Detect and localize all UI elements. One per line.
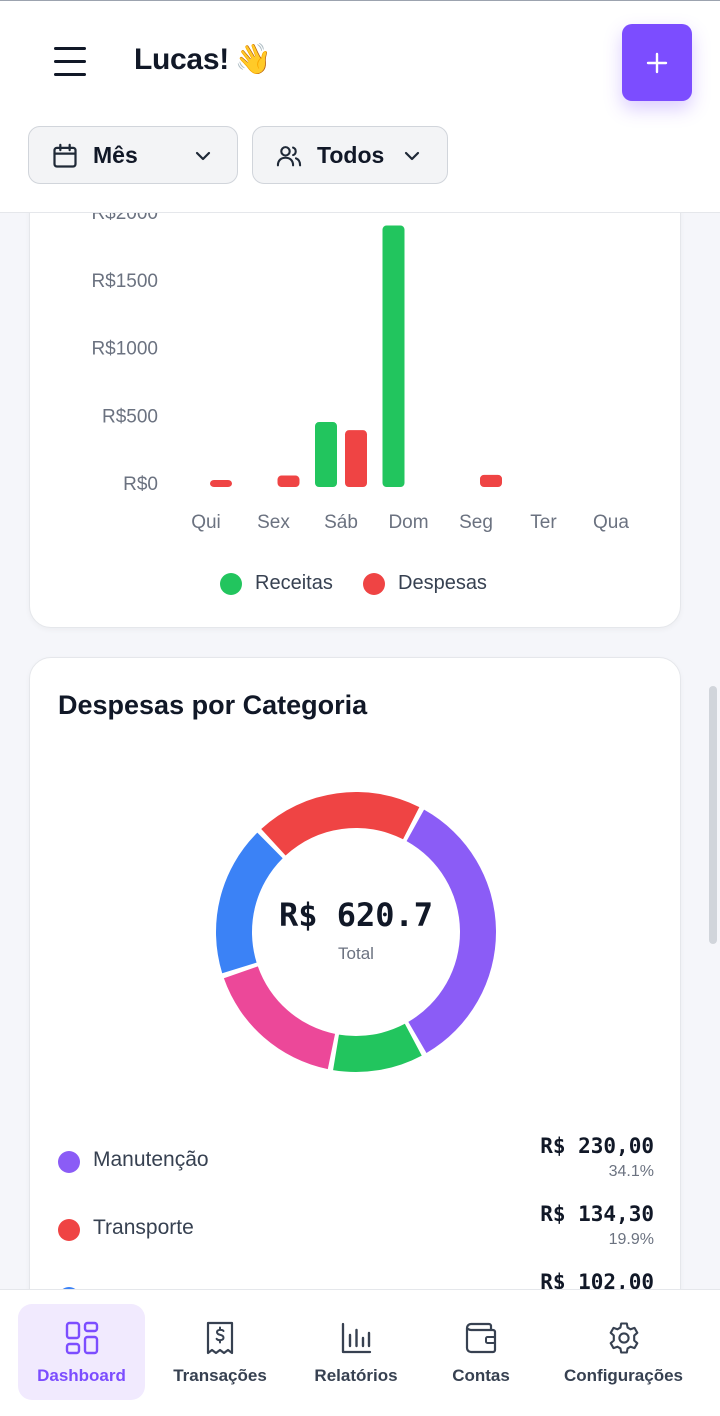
users-icon (276, 146, 302, 167)
greeting-title: Lucas! 👋 (134, 43, 272, 77)
people-filter-dropdown[interactable]: Todos (252, 126, 448, 184)
x-tick-label: Qua (593, 512, 629, 533)
plus-icon (646, 52, 668, 73)
legend-item-receitas[interactable]: Receitas (220, 572, 333, 595)
card-title: Despesas por Categoria (58, 690, 368, 720)
greeting-name: Lucas! (134, 43, 229, 76)
bottom-navigation: Dashboard Transações Relatórios Contas C… (0, 1289, 720, 1416)
bar-despesas[interactable] (480, 474, 502, 487)
bar-receitas[interactable] (382, 225, 405, 488)
period-filter-label: Mês (93, 142, 138, 168)
y-tick-label: R$0 (123, 474, 158, 495)
x-tick-label: Ter (530, 512, 557, 533)
nav-label-transacoes: Transações (173, 1366, 267, 1385)
category-color-dot (58, 1219, 80, 1241)
add-transaction-button[interactable] (622, 24, 692, 101)
nav-label-configuracoes: Configurações (563, 1366, 684, 1385)
y-tick-label: R$1000 (91, 339, 158, 360)
donut-total-value: R$ 620.7 (278, 896, 434, 934)
donut-slice[interactable] (333, 1023, 422, 1072)
nav-item-configuracoes[interactable]: Configurações (556, 1304, 691, 1400)
donut-slice[interactable] (216, 832, 283, 974)
nav-label-dashboard: Dashboard (37, 1366, 126, 1385)
people-filter-label: Todos (317, 142, 385, 168)
x-tick-label: Sex (257, 512, 290, 533)
category-percent: 19.9% (608, 1231, 654, 1248)
legend-label-receitas: Receitas (255, 572, 333, 594)
y-tick-label: R$500 (102, 406, 158, 427)
donut-slice[interactable] (223, 966, 336, 1070)
x-tick-label: Seg (459, 512, 493, 533)
waving-hand-icon: 👋 (234, 43, 272, 76)
legend-dot-despesas (363, 572, 385, 595)
bar-chart-icon (341, 1322, 372, 1354)
donut-slice[interactable] (261, 792, 420, 856)
dashboard-icon (65, 1321, 98, 1355)
chevron-down-icon (404, 151, 420, 161)
y-tick-label: R$1500 (91, 271, 158, 292)
x-tick-label: Dom (388, 512, 428, 533)
category-expenses-card: Despesas por Categoria R$ 620.7 Total Ma… (29, 657, 681, 1357)
nav-label-contas: Contas (452, 1366, 510, 1385)
bar-chart-legend: Receitas Despesas (0, 572, 720, 600)
nav-item-transacoes[interactable]: Transações (160, 1304, 280, 1400)
scrollbar-thumb[interactable] (709, 686, 717, 944)
receipt-icon (206, 1321, 234, 1355)
period-filter-dropdown[interactable]: Mês (28, 126, 238, 184)
bar-despesas[interactable] (345, 430, 367, 487)
nav-item-dashboard[interactable]: Dashboard (18, 1304, 145, 1400)
category-percent: 34.1% (608, 1163, 654, 1180)
category-amount: R$ 134,30 (540, 1202, 654, 1226)
hamburger-menu-icon[interactable] (52, 45, 88, 79)
calendar-icon (53, 143, 77, 168)
nav-item-relatorios[interactable]: Relatórios (300, 1304, 412, 1400)
nav-item-contas[interactable]: Contas (432, 1304, 530, 1400)
weekly-chart-card: R$0 R$500 R$1000 R$1500 R$2000 Qui Sex Sáb Dom Se… (29, 150, 681, 628)
wallet-icon (465, 1322, 497, 1354)
x-tick-label: Qui (191, 512, 221, 533)
category-row[interactable]: Transporte R$ 134,30 19.9% (30, 1199, 682, 1259)
bar-despesas[interactable] (210, 480, 232, 487)
category-name: Transporte (93, 1216, 194, 1239)
donut-slice[interactable] (406, 809, 496, 1053)
legend-item-despesas[interactable]: Despesas (363, 572, 487, 595)
x-tick-label: Sáb (324, 512, 358, 533)
bar-despesas[interactable] (277, 475, 300, 487)
settings-icon (609, 1322, 638, 1354)
category-color-dot (58, 1151, 80, 1173)
category-name: Manutenção (93, 1148, 209, 1171)
nav-label-relatorios: Relatórios (314, 1366, 398, 1385)
category-row[interactable]: Manutenção R$ 230,00 34.1% (30, 1131, 682, 1191)
app-header: Lucas! 👋 Mês Todos (0, 0, 720, 213)
category-donut-chart (216, 792, 496, 1072)
chevron-down-icon (195, 151, 211, 161)
legend-label-despesas: Despesas (398, 572, 487, 594)
bar-receitas[interactable] (315, 422, 337, 487)
legend-dot-receitas (220, 572, 242, 595)
donut-total-label: Total (338, 944, 374, 963)
category-amount: R$ 230,00 (540, 1134, 654, 1158)
